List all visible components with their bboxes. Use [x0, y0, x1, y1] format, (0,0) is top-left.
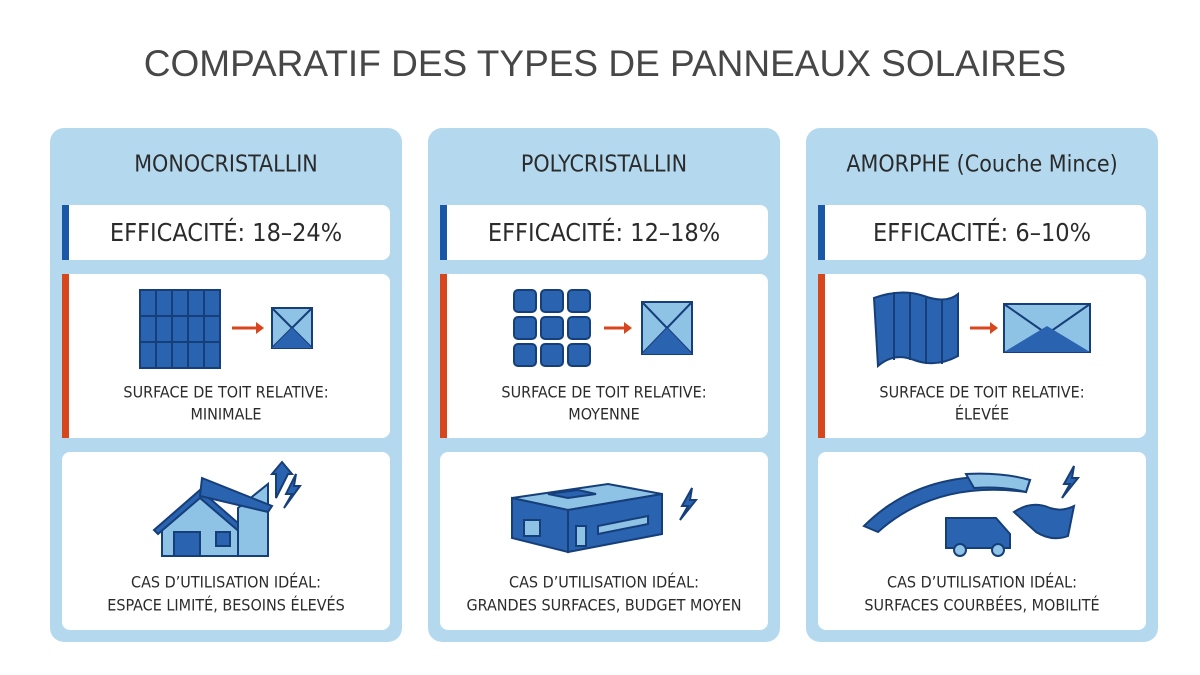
surface-label: SURFACE DE TOIT RELATIVE: — [879, 383, 1084, 402]
house-icon — [152, 460, 302, 557]
efficiency: EFFICACITÉ: 12–18% — [488, 218, 720, 247]
use-value: GRANDES SURFACES, BUDGET MOYEN — [466, 596, 741, 615]
surface-value: MOYENNE — [568, 405, 639, 424]
use-label: CAS D’UTILISATION IDÉAL: — [509, 573, 699, 592]
title: COMPARATIF DES TYPES DE PANNEAUX SOLAIRE… — [144, 43, 1066, 84]
card: POLYCRISTALLIN EFFICACITÉ: 12–18% SURFAC… — [428, 128, 780, 642]
warehouse-icon — [511, 482, 699, 554]
accent — [818, 205, 825, 260]
surface-value: ÉLEVÉE — [955, 405, 1009, 424]
card-name: AMORPHE (Couche Mince) — [846, 152, 1117, 178]
accent — [62, 274, 69, 438]
efficiency: EFFICACITÉ: 6–10% — [873, 218, 1091, 247]
use-value: ESPACE LIMITÉ, BESOINS ÉLEVÉS — [107, 596, 345, 615]
panel-icon — [872, 291, 1091, 369]
efficiency-box — [440, 205, 768, 260]
panel-icon — [513, 289, 693, 367]
card: MONOCRISTALLIN EFFICACITÉ: 18–24% SURFAC… — [50, 128, 402, 642]
accent — [818, 274, 825, 438]
panel-icon — [139, 289, 313, 369]
surface-label: SURFACE DE TOIT RELATIVE: — [123, 383, 328, 402]
accent — [62, 205, 69, 260]
card: AMORPHE (Couche Mince) EFFICACITÉ: 6–10%… — [806, 128, 1158, 642]
accent — [440, 274, 447, 438]
surface-value: MINIMALE — [190, 405, 261, 424]
efficiency-box — [818, 205, 1146, 260]
surface-label: SURFACE DE TOIT RELATIVE: — [501, 383, 706, 402]
vehicle-icon — [862, 465, 1081, 557]
use-label: CAS D’UTILISATION IDÉAL: — [887, 573, 1077, 592]
use-label: CAS D’UTILISATION IDÉAL: — [131, 573, 321, 592]
use-value: SURFACES COURBÉES, MOBILITÉ — [864, 596, 1099, 615]
efficiency: EFFICACITÉ: 18–24% — [110, 218, 342, 247]
efficiency-box — [62, 205, 390, 260]
accent — [440, 205, 447, 260]
card-name: POLYCRISTALLIN — [521, 152, 687, 178]
card-name: MONOCRISTALLIN — [134, 152, 318, 178]
